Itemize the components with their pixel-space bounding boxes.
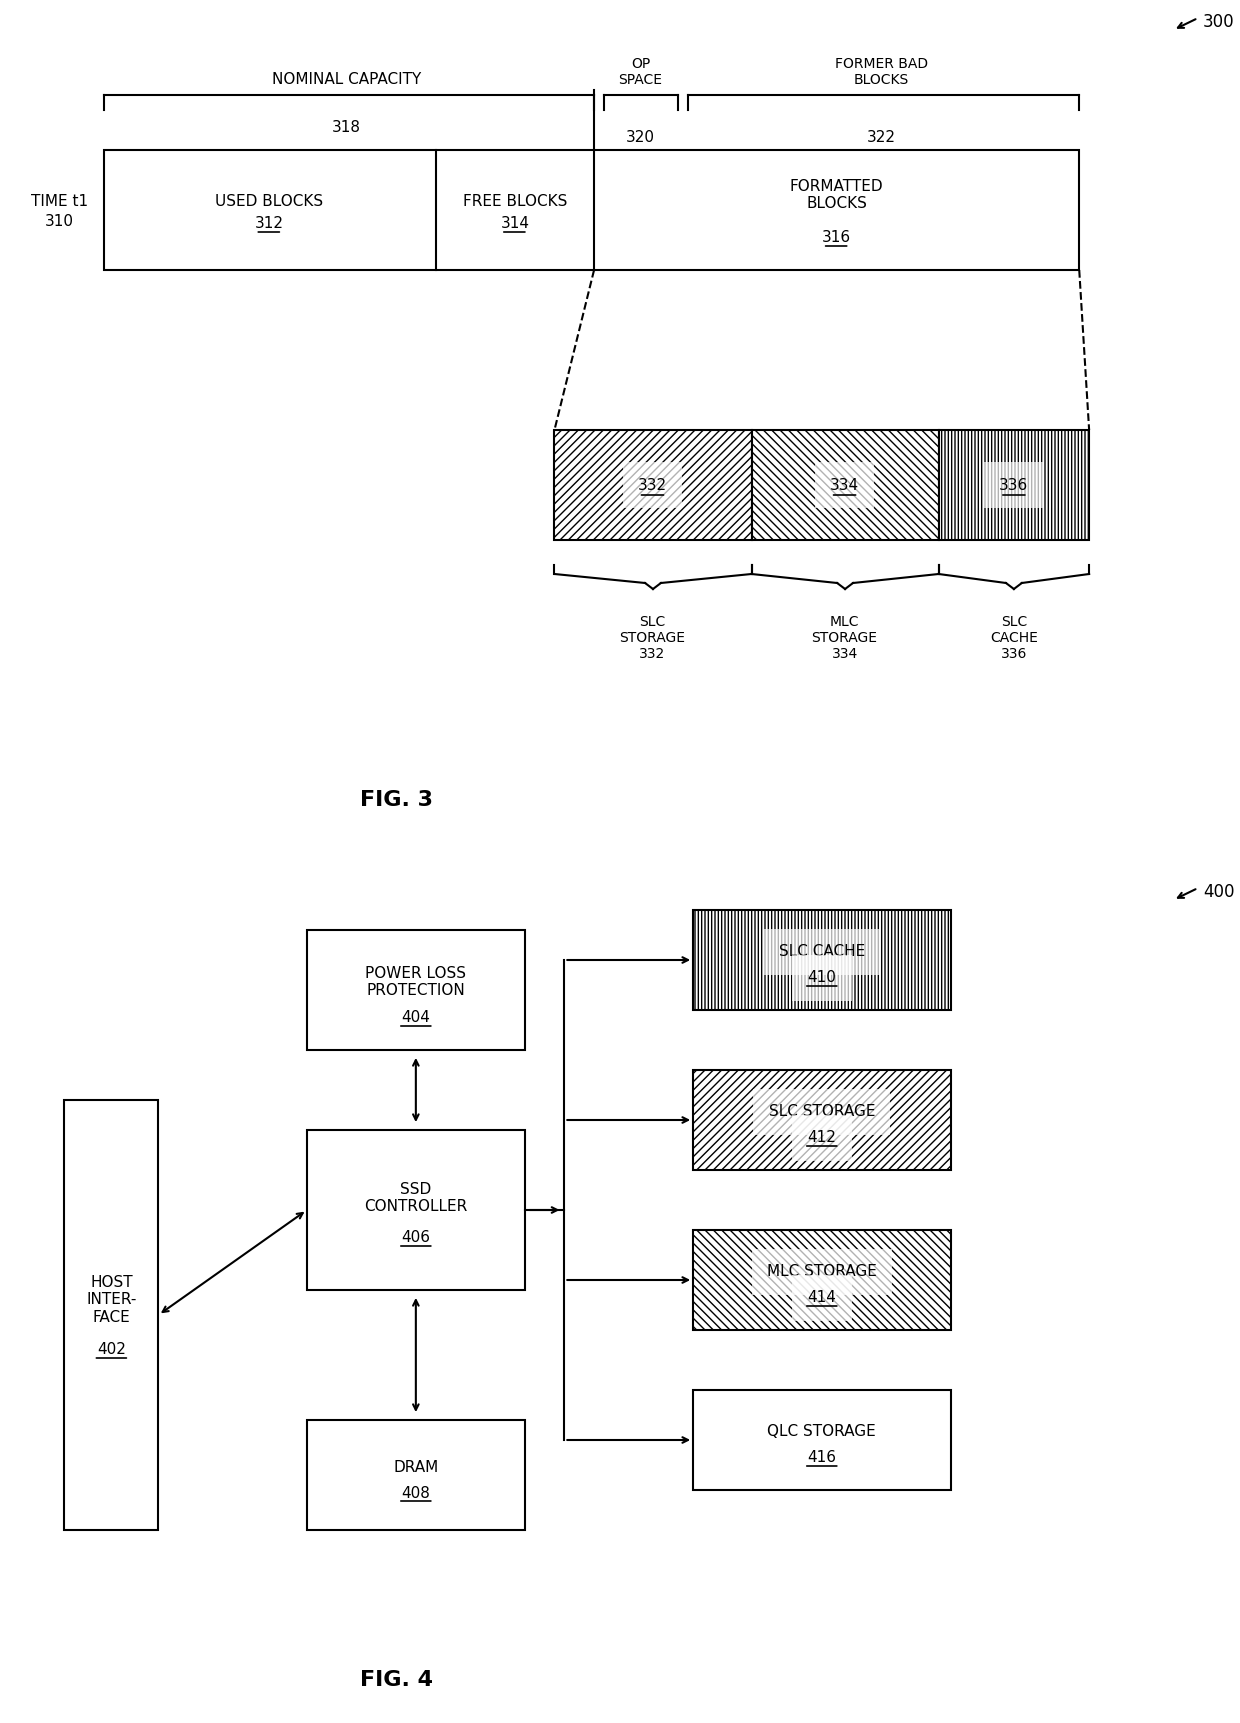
Text: 318: 318 [332,121,361,134]
Text: DRAM: DRAM [393,1459,439,1475]
FancyBboxPatch shape [693,1230,951,1330]
Text: FORMER BAD
BLOCKS: FORMER BAD BLOCKS [835,57,928,86]
Text: 336: 336 [999,477,1028,493]
Text: HOST
INTER-
FACE: HOST INTER- FACE [87,1275,136,1325]
Text: SLC
CACHE
336: SLC CACHE 336 [990,615,1038,662]
Text: 412: 412 [807,1130,836,1146]
Text: 334: 334 [830,477,859,493]
Text: 320: 320 [626,129,655,145]
Text: SLC
STORAGE
332: SLC STORAGE 332 [620,615,686,662]
Text: NOMINAL CAPACITY: NOMINAL CAPACITY [272,72,422,86]
FancyBboxPatch shape [104,150,1079,271]
Text: SSD
CONTROLLER: SSD CONTROLLER [365,1182,467,1215]
Text: USED BLOCKS: USED BLOCKS [216,195,324,210]
FancyBboxPatch shape [693,910,951,1010]
FancyBboxPatch shape [693,1390,951,1490]
Text: 414: 414 [807,1291,836,1306]
Text: 300: 300 [1203,14,1235,31]
FancyBboxPatch shape [939,431,1089,539]
Text: 316: 316 [822,231,851,245]
Text: 406: 406 [402,1230,430,1246]
Text: QLC STORAGE: QLC STORAGE [768,1425,877,1439]
Text: 402: 402 [97,1342,125,1358]
FancyBboxPatch shape [308,930,525,1049]
Text: 400: 400 [1203,882,1235,901]
Text: 314: 314 [501,217,529,231]
Text: FIG. 4: FIG. 4 [360,1670,433,1690]
FancyBboxPatch shape [554,431,751,539]
FancyBboxPatch shape [308,1420,525,1530]
Text: 312: 312 [254,217,284,231]
FancyBboxPatch shape [308,1130,525,1291]
Text: FREE BLOCKS: FREE BLOCKS [463,195,567,210]
Text: TIME t1: TIME t1 [31,195,88,210]
FancyBboxPatch shape [64,1099,159,1530]
Text: 404: 404 [402,1010,430,1025]
Text: 410: 410 [807,970,836,986]
Text: FORMATTED
BLOCKS: FORMATTED BLOCKS [790,179,883,212]
Text: 416: 416 [807,1451,836,1466]
Text: 322: 322 [867,129,895,145]
Text: MLC
STORAGE
334: MLC STORAGE 334 [811,615,878,662]
FancyBboxPatch shape [751,431,939,539]
Text: 408: 408 [402,1485,430,1501]
Text: SLC STORAGE: SLC STORAGE [769,1104,875,1120]
FancyBboxPatch shape [693,1070,951,1170]
Text: FIG. 3: FIG. 3 [360,791,433,810]
Text: 310: 310 [45,214,74,229]
Text: POWER LOSS
PROTECTION: POWER LOSS PROTECTION [366,967,466,998]
Text: 332: 332 [637,477,667,493]
Text: SLC CACHE: SLC CACHE [779,944,866,960]
Text: OP
SPACE: OP SPACE [619,57,662,86]
Text: MLC STORAGE: MLC STORAGE [766,1265,877,1280]
